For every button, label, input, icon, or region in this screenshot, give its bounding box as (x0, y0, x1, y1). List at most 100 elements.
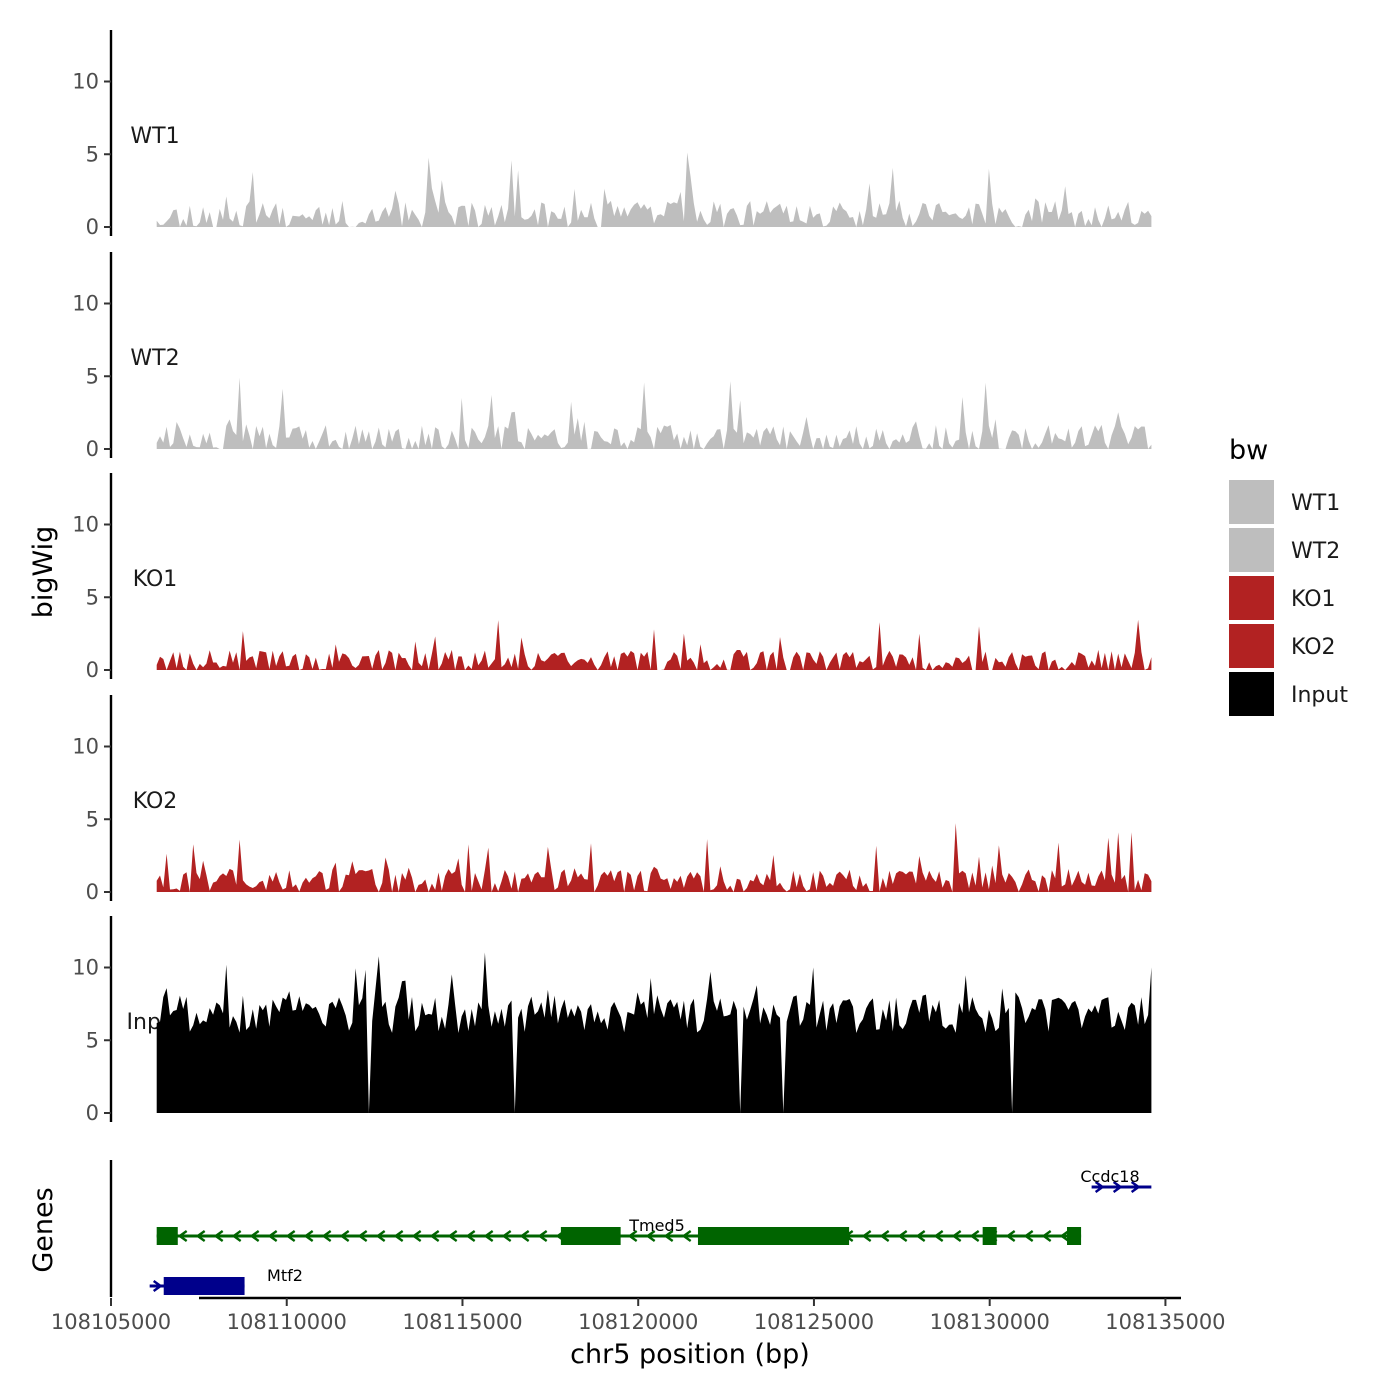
x-tick-label: 108105000 (51, 1310, 171, 1334)
strand-chevron (483, 1230, 494, 1242)
y-tick-label: 0 (86, 437, 99, 461)
signal-area-wt2 (156, 377, 1152, 449)
y-tick-label: 5 (86, 364, 99, 388)
strand-chevron (861, 1230, 872, 1242)
strand-chevron (1094, 1181, 1105, 1193)
gene-mtf2: Mtf2 (149, 1266, 303, 1295)
gene-label: Mtf2 (267, 1266, 303, 1285)
track-label-wt1: WT1 (130, 124, 179, 149)
y-tick-label: 10 (72, 956, 99, 980)
y-tick-label: 10 (72, 70, 99, 94)
gene-exon (982, 1227, 997, 1245)
gene-exon (1067, 1227, 1082, 1245)
y-tick-label: 5 (86, 1028, 99, 1052)
gene-exon (697, 1227, 850, 1245)
gene-exon (560, 1227, 621, 1245)
strand-chevron (915, 1230, 926, 1242)
y-tick-label: 0 (86, 1101, 99, 1125)
legend-title: bw (1229, 435, 1268, 466)
legend-key-ko1 (1229, 576, 1274, 620)
strand-chevron (213, 1230, 224, 1242)
strand-chevron (645, 1230, 656, 1242)
signal-area-input (156, 952, 1152, 1113)
gene-exon (163, 1277, 245, 1295)
strand-chevron (285, 1230, 296, 1242)
strand-chevron (249, 1230, 260, 1242)
gene-label: Tmed5 (628, 1216, 685, 1235)
strand-chevron (1041, 1230, 1052, 1242)
track-wt2: 0 5 10 WT2 (72, 252, 1152, 461)
strand-chevron (375, 1230, 386, 1242)
strand-chevron (339, 1230, 350, 1242)
y-tick-label: 5 (86, 807, 99, 831)
strand-chevron (537, 1230, 548, 1242)
strand-chevron (303, 1230, 314, 1242)
legend: bw WT1 WT2 KO1 KO2 Input (1229, 435, 1348, 716)
y-tick-label: 5 (86, 142, 99, 166)
strand-chevron (447, 1230, 458, 1242)
strand-chevron (627, 1230, 638, 1242)
y-tick-label: 10 (72, 292, 99, 316)
legend-key-wt1 (1229, 480, 1274, 524)
strand-chevron (1005, 1230, 1016, 1242)
strand-chevron (897, 1230, 908, 1242)
strand-chevron (519, 1230, 530, 1242)
legend-key-ko2 (1229, 624, 1274, 668)
gene-label: Ccdc18 (1080, 1167, 1139, 1186)
y-tick-label: 10 (72, 735, 99, 759)
x-tick-label: 108135000 (1105, 1310, 1225, 1334)
strand-chevron (933, 1230, 944, 1242)
y-tick-label: 0 (86, 658, 99, 682)
signal-area-ko1 (156, 619, 1152, 670)
strand-chevron (951, 1230, 962, 1242)
genes-panel: Ccdc18 Tmed5 Mtf2 (109, 1160, 1152, 1297)
x-tick-label: 108115000 (402, 1310, 522, 1334)
signal-area-wt1 (156, 152, 1152, 227)
y-tick-label: 0 (86, 880, 99, 904)
y-tick-label: 0 (86, 215, 99, 239)
strand-chevron (411, 1230, 422, 1242)
gene-exon (156, 1227, 178, 1245)
strand-chevron (663, 1230, 674, 1242)
x-tick-label: 108125000 (754, 1310, 874, 1334)
track-ko1: 0 5 10 KO1 (72, 473, 1152, 682)
legend-key-wt2 (1229, 528, 1274, 572)
genes-axis-title: Genes (28, 1187, 59, 1272)
strand-chevron (1023, 1230, 1034, 1242)
strand-chevron (152, 1280, 163, 1292)
y-tick-label: 10 (72, 513, 99, 537)
track-label-ko1: KO1 (133, 567, 178, 592)
strand-chevron (321, 1230, 332, 1242)
legend-label-ko1: KO1 (1291, 587, 1336, 612)
x-axis: 108105000 108110000 108115000 108120000 1081… (51, 1296, 1226, 1334)
track-label-wt2: WT2 (130, 346, 179, 371)
legend-label-input: Input (1291, 683, 1348, 708)
x-axis-title: chr5 position (bp) (570, 1339, 810, 1370)
strand-chevron (357, 1230, 368, 1242)
legend-key-input (1229, 672, 1274, 716)
x-tick-label: 108130000 (930, 1310, 1050, 1334)
strand-chevron (501, 1230, 512, 1242)
track-ko2: 0 5 10 KO2 (72, 695, 1152, 904)
strand-chevron (681, 1230, 692, 1242)
signal-area-ko2 (156, 823, 1152, 892)
strand-chevron (1059, 1230, 1070, 1242)
strand-chevron (429, 1230, 440, 1242)
legend-label-ko2: KO2 (1291, 635, 1336, 660)
strand-chevron (195, 1230, 206, 1242)
strand-chevron (393, 1230, 404, 1242)
legend-label-wt1: WT1 (1291, 491, 1340, 516)
gene-ccdc18: Ccdc18 (1080, 1167, 1152, 1193)
gene-tmed5: Tmed5 (156, 1216, 1082, 1245)
track-label-ko2: KO2 (133, 789, 178, 814)
x-tick-label: 108110000 (227, 1310, 347, 1334)
y-axis-title: bigWig (28, 526, 59, 619)
strand-chevron (1130, 1181, 1141, 1193)
y-tick-label: 5 (86, 585, 99, 609)
strand-chevron (465, 1230, 476, 1242)
strand-chevron (969, 1230, 980, 1242)
legend-label-wt2: WT2 (1291, 539, 1340, 564)
